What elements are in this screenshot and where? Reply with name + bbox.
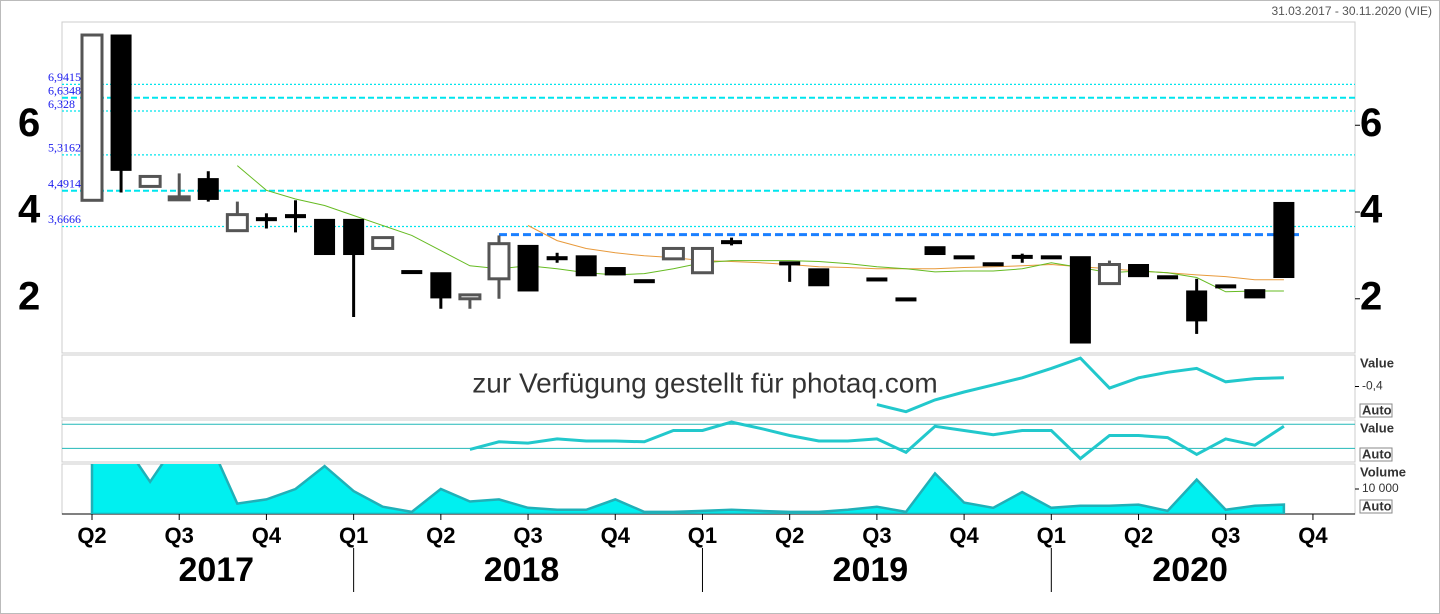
scale-button	[1359, 403, 1393, 418]
candle-body	[1244, 289, 1266, 299]
y-tick-label: 10 000	[1362, 481, 1399, 495]
candle-body	[225, 213, 249, 233]
candle-body	[371, 236, 395, 250]
panel	[62, 420, 1355, 461]
y-tick-label: 4	[18, 188, 41, 232]
year-label: 2020	[1152, 551, 1228, 589]
scale-label: Auto	[1362, 402, 1392, 417]
level-label: 5,3162	[48, 141, 81, 155]
indicator-line	[876, 356, 1284, 414]
panel-label: Value	[1360, 355, 1394, 370]
candle-body	[808, 268, 830, 287]
scale-label: Auto	[1362, 498, 1392, 513]
candle-body	[314, 218, 336, 256]
candle-body	[924, 246, 946, 256]
y-tick-label: 2	[1360, 274, 1382, 318]
panel-frame	[61, 419, 1356, 463]
indicator-line	[469, 420, 1285, 461]
candle-body	[343, 218, 365, 256]
candle-body	[1069, 256, 1091, 344]
year-label: 2018	[484, 551, 560, 589]
candle-body	[690, 246, 714, 275]
candle-body	[661, 246, 685, 261]
candle-body	[197, 178, 219, 200]
scale-button	[1359, 499, 1393, 514]
year-label: 2017	[178, 551, 254, 589]
y-tick-label: 2	[18, 274, 40, 318]
candle-body	[779, 261, 801, 266]
level-label: 4,4914	[48, 176, 81, 190]
candle-body	[517, 244, 539, 292]
x-tick-label: Q4	[1298, 523, 1328, 548]
candle-body	[487, 242, 511, 281]
y-tick-label: 6	[1360, 101, 1382, 145]
y-tick-label: 4	[1360, 188, 1383, 232]
x-tick-label: Q1	[339, 523, 368, 548]
x-tick-label: Q4	[601, 523, 631, 548]
scale-label: Auto	[1362, 446, 1392, 461]
candle-body	[1215, 284, 1237, 289]
candle-body	[1040, 255, 1062, 260]
x-tick-label: Q1	[1037, 523, 1066, 548]
year-label: 2019	[833, 551, 909, 589]
candle-body	[167, 195, 191, 202]
candle-body	[895, 297, 917, 302]
x-tick-label: Q2	[77, 523, 106, 548]
candle-body	[866, 277, 888, 282]
x-tick-label: Q4	[949, 523, 979, 548]
panel-label: Value	[1360, 420, 1394, 435]
candle-body	[1011, 254, 1033, 259]
x-tick-label: Q3	[1211, 523, 1240, 548]
candle-body	[982, 262, 1004, 267]
candle-body	[953, 255, 975, 260]
x-tick-label: Q2	[1124, 523, 1153, 548]
watermark: zur Verfügung gestellt für photaq.com	[472, 367, 937, 398]
candle-body	[604, 267, 626, 276]
candle-body	[401, 270, 423, 275]
plot-area	[62, 33, 1355, 344]
x-tick-label: Q3	[513, 523, 542, 548]
x-tick-label: Q2	[426, 523, 455, 548]
level-label: 6,9415	[48, 70, 81, 84]
x-tick-label: Q3	[862, 523, 891, 548]
candle-body	[80, 33, 104, 202]
candle-body	[721, 240, 743, 245]
candle-body	[458, 293, 482, 301]
level-label: 3,6666	[48, 212, 81, 226]
panel-label: Volume	[1360, 464, 1406, 479]
y-tick-label: 6	[18, 101, 40, 145]
x-tick-label: Q1	[688, 523, 717, 548]
candle-body	[1273, 201, 1295, 279]
candle-body	[284, 214, 306, 219]
candle-body	[430, 272, 452, 299]
candle-body	[138, 174, 162, 188]
candle-body	[1186, 290, 1208, 322]
level-label: 6,328	[48, 97, 75, 111]
main-panel	[61, 21, 1356, 354]
candle-body	[1128, 264, 1150, 278]
panel	[90, 464, 1286, 514]
y-tick-label: -0,4	[1362, 379, 1383, 393]
x-tick-label: Q3	[165, 523, 194, 548]
scale-button	[1359, 447, 1393, 462]
candle-body	[633, 279, 655, 284]
candle-body	[575, 255, 597, 277]
candle-body	[255, 217, 277, 222]
candle-body	[546, 256, 568, 261]
candle-body	[110, 34, 132, 171]
level-label: 6,6348	[48, 83, 81, 97]
candle-body	[1157, 275, 1179, 280]
x-tick-label: Q4	[252, 523, 282, 548]
candle-body	[1097, 263, 1121, 286]
panel	[876, 356, 1284, 414]
volume-area	[90, 464, 1286, 514]
date-range: 31.03.2017 - 30.11.2020 (VIE)	[1271, 4, 1432, 18]
x-tick-label: Q2	[775, 523, 804, 548]
